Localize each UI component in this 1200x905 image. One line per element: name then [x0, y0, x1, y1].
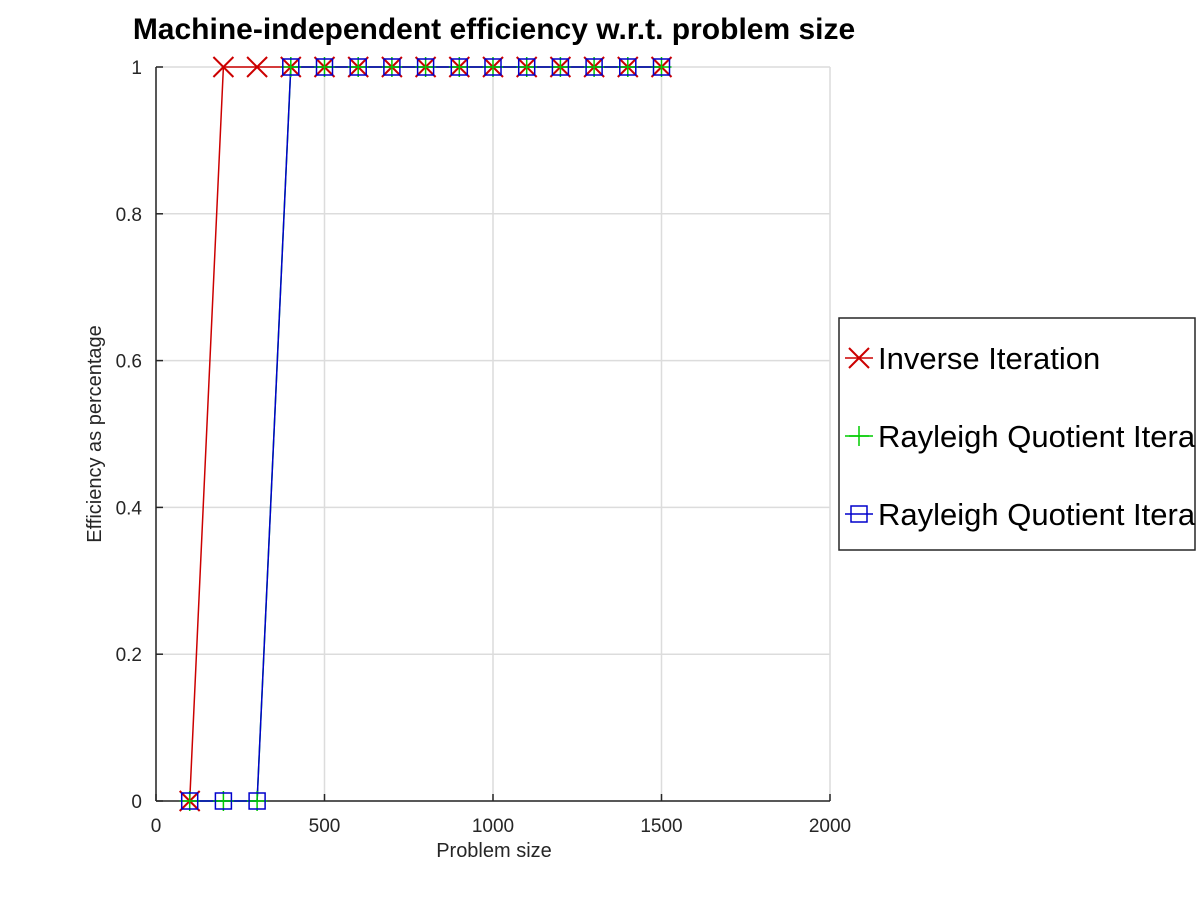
- legend-entry: Rayleigh Quotient Itera: [845, 419, 1196, 454]
- data-point: [213, 791, 234, 811]
- data-point: [212, 56, 235, 78]
- data-point: [180, 792, 199, 810]
- data-point: [483, 57, 503, 77]
- data-point: [280, 57, 301, 77]
- data-point: [516, 57, 537, 77]
- legend-marker: [848, 347, 870, 369]
- y-tick-label: 0: [131, 792, 142, 813]
- legend-marker: [850, 505, 868, 523]
- y-tick-label: 0.4: [116, 498, 143, 519]
- y-axis-label: Efficiency as percentage: [84, 325, 106, 543]
- data-point: [348, 57, 369, 77]
- series-2-markers: [179, 57, 672, 811]
- x-tick-label: 2000: [809, 816, 851, 837]
- data-point: [449, 57, 470, 77]
- x-axis-label: Problem size: [436, 840, 552, 862]
- legend-marker: [849, 426, 869, 446]
- data-point: [246, 56, 268, 78]
- data-point: [617, 57, 638, 77]
- x-tick-label: 1000: [472, 816, 514, 837]
- chart-title: Machine-independent efficiency w.r.t. pr…: [133, 13, 855, 46]
- data-point: [315, 58, 334, 76]
- data-point: [349, 58, 367, 76]
- y-tick-label: 0.8: [116, 205, 142, 226]
- legend-label: Rayleigh Quotient Itera: [878, 497, 1196, 532]
- data-point: [415, 57, 436, 77]
- data-point: [652, 58, 671, 76]
- y-tick-label: 0.6: [116, 352, 142, 373]
- data-point: [585, 58, 603, 76]
- data-point: [214, 792, 233, 810]
- x-tick-label: 0: [151, 816, 162, 837]
- data-point: [179, 791, 200, 811]
- legend-entry: Rayleigh Quotient Itera: [845, 497, 1196, 532]
- data-point: [450, 58, 469, 76]
- legend-box: [838, 317, 1196, 551]
- y-tick-label: 1: [131, 58, 142, 79]
- data-point: [551, 58, 570, 76]
- data-point: [248, 792, 266, 810]
- data-point: [282, 58, 300, 76]
- series-3-markers: [180, 58, 671, 810]
- legend-entry: Inverse Iteration: [845, 341, 1100, 376]
- x-tick-label: 500: [309, 816, 341, 837]
- data-point: [383, 58, 401, 76]
- data-point: [550, 57, 571, 77]
- x-tick-label: 1500: [640, 816, 682, 837]
- data-point: [651, 57, 672, 77]
- data-point: [416, 58, 435, 76]
- data-point: [247, 791, 268, 811]
- data-point: [314, 57, 335, 77]
- data-point: [484, 58, 502, 76]
- legend-label: Inverse Iteration: [878, 341, 1100, 376]
- legend: Inverse Iteration Rayleigh Quotient Itera…: [838, 317, 1196, 551]
- legend-label: Rayleigh Quotient Itera: [878, 419, 1196, 454]
- data-point: [517, 58, 536, 76]
- y-tick-label: 0.2: [116, 645, 142, 666]
- data-point: [584, 57, 605, 77]
- data-point: [619, 58, 637, 76]
- data-point: [381, 57, 402, 77]
